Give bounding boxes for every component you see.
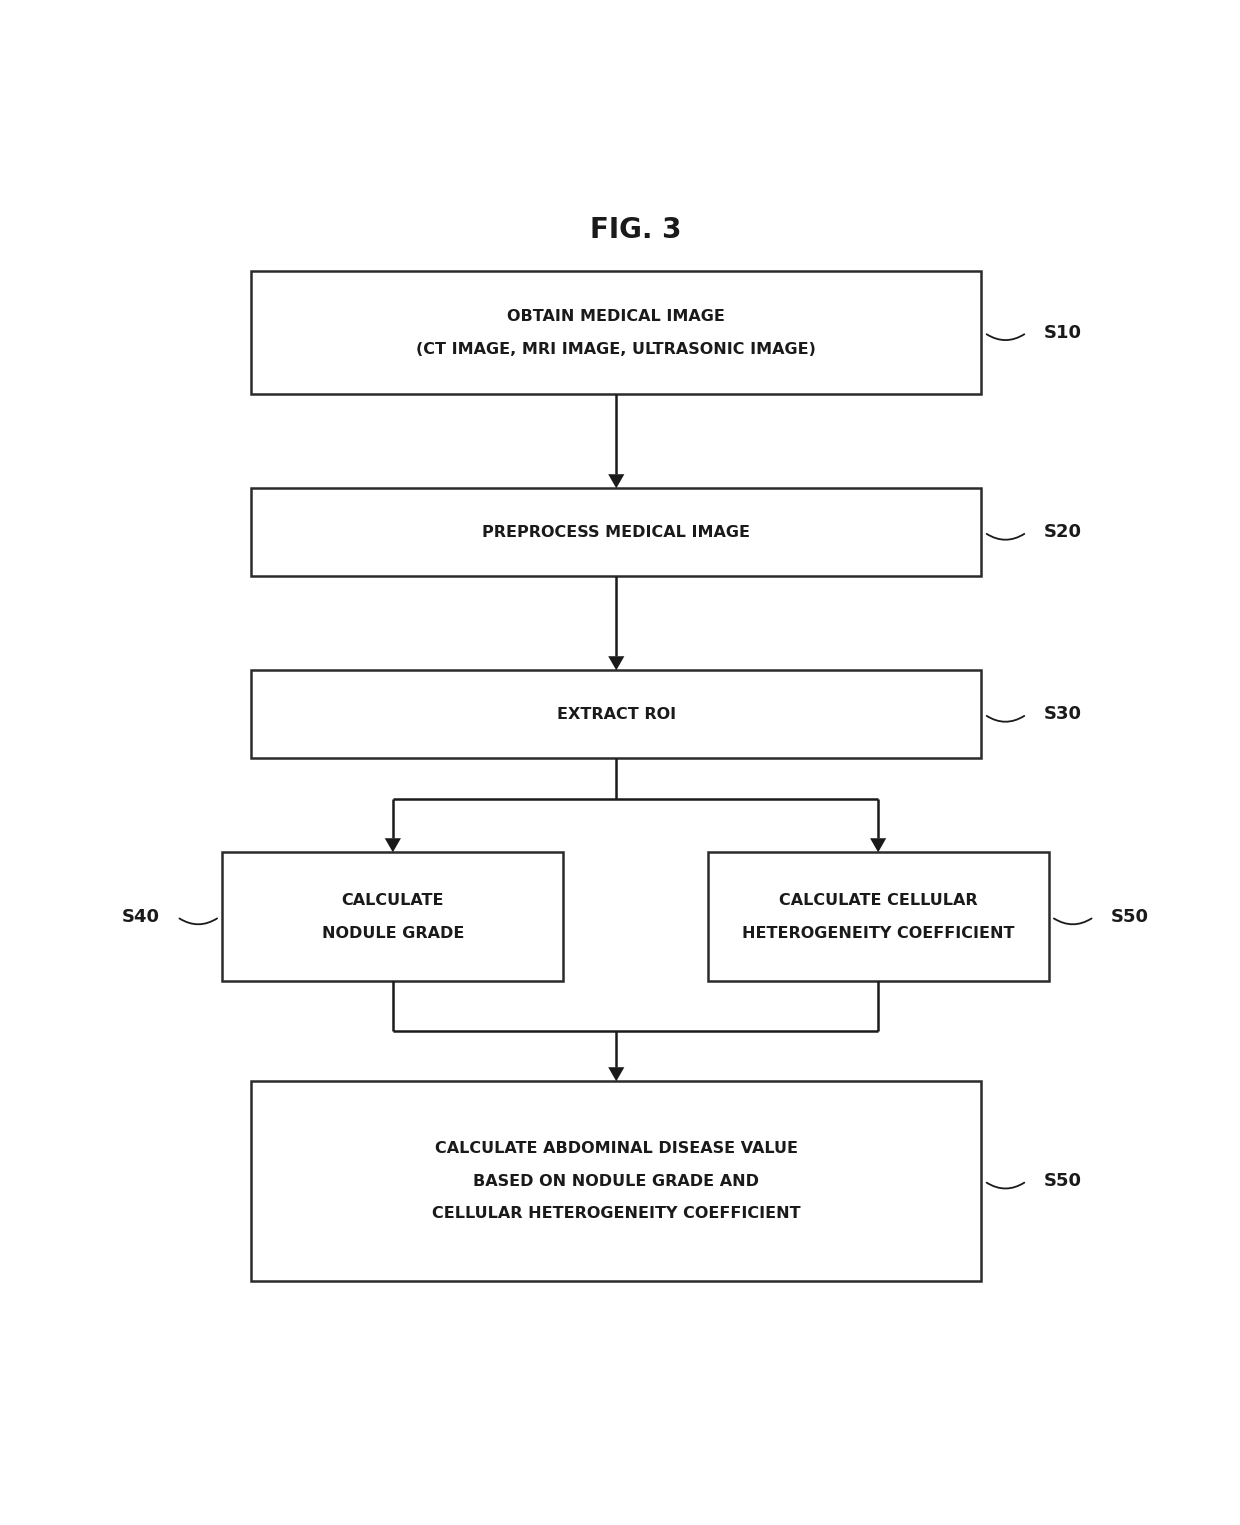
Polygon shape <box>870 839 887 852</box>
Text: CELLULAR HETEROGENEITY COEFFICIENT: CELLULAR HETEROGENEITY COEFFICIENT <box>432 1206 801 1222</box>
Polygon shape <box>608 474 625 488</box>
Text: CALCULATE: CALCULATE <box>341 894 444 907</box>
Bar <box>250 488 982 576</box>
Text: S20: S20 <box>1044 523 1083 541</box>
Text: S50: S50 <box>1111 907 1149 926</box>
Text: S10: S10 <box>1044 323 1083 342</box>
Text: S50: S50 <box>1044 1173 1083 1190</box>
Text: HETEROGENEITY COEFFICIENT: HETEROGENEITY COEFFICIENT <box>742 926 1014 941</box>
Text: (CT IMAGE, MRI IMAGE, ULTRASONIC IMAGE): (CT IMAGE, MRI IMAGE, ULTRASONIC IMAGE) <box>417 342 816 357</box>
Text: S30: S30 <box>1044 706 1083 723</box>
Text: PREPROCESS MEDICAL IMAGE: PREPROCESS MEDICAL IMAGE <box>482 525 750 540</box>
Polygon shape <box>608 656 625 671</box>
Text: BASED ON NODULE GRADE AND: BASED ON NODULE GRADE AND <box>474 1174 759 1188</box>
Bar <box>250 271 982 395</box>
Text: S40: S40 <box>122 907 160 926</box>
Text: CALCULATE CELLULAR: CALCULATE CELLULAR <box>779 894 977 907</box>
Bar <box>222 852 563 982</box>
Text: CALCULATE ABDOMINAL DISEASE VALUE: CALCULATE ABDOMINAL DISEASE VALUE <box>435 1141 797 1156</box>
Bar <box>250 671 982 758</box>
Polygon shape <box>608 1068 625 1081</box>
Text: NODULE GRADE: NODULE GRADE <box>321 926 464 941</box>
Text: OBTAIN MEDICAL IMAGE: OBTAIN MEDICAL IMAGE <box>507 308 725 323</box>
Bar <box>250 1081 982 1281</box>
Text: FIG. 3: FIG. 3 <box>590 217 681 244</box>
Text: EXTRACT ROI: EXTRACT ROI <box>557 708 676 721</box>
Bar <box>708 852 1049 982</box>
Polygon shape <box>384 839 401 852</box>
